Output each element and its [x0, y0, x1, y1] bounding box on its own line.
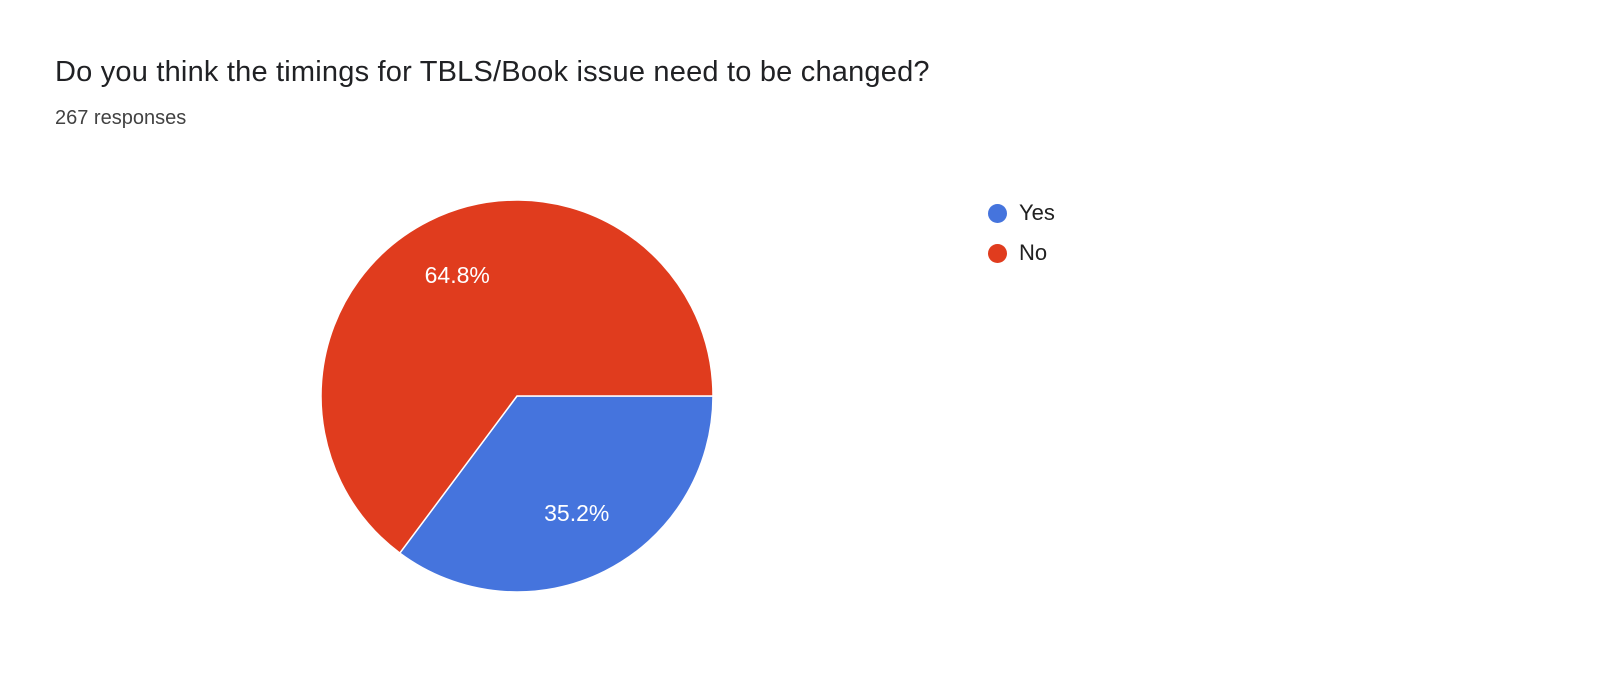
response-count: 267 responses	[55, 107, 187, 129]
chart-legend: Yes No	[988, 200, 1055, 266]
legend-item-no: No	[988, 240, 1055, 266]
slice-label-no: 64.8%	[425, 262, 490, 288]
slice-label-yes: 35.2%	[544, 500, 609, 526]
legend-item-yes: Yes	[988, 200, 1055, 226]
question-title: Do you think the timings for TBLS/Book i…	[55, 56, 930, 88]
legend-label-no: No	[1019, 240, 1048, 265]
legend-label-yes: Yes	[1019, 200, 1055, 225]
pie-slice-no[interactable]	[320, 199, 714, 555]
pie-slice-yes[interactable]	[398, 395, 714, 593]
pie-chart: 35.2% 64.8%	[317, 196, 717, 596]
legend-color-dot-no	[988, 243, 1007, 263]
pie-chart-svg: 35.2% 64.8%	[320, 199, 714, 593]
legend-color-dot-yes	[988, 203, 1007, 223]
